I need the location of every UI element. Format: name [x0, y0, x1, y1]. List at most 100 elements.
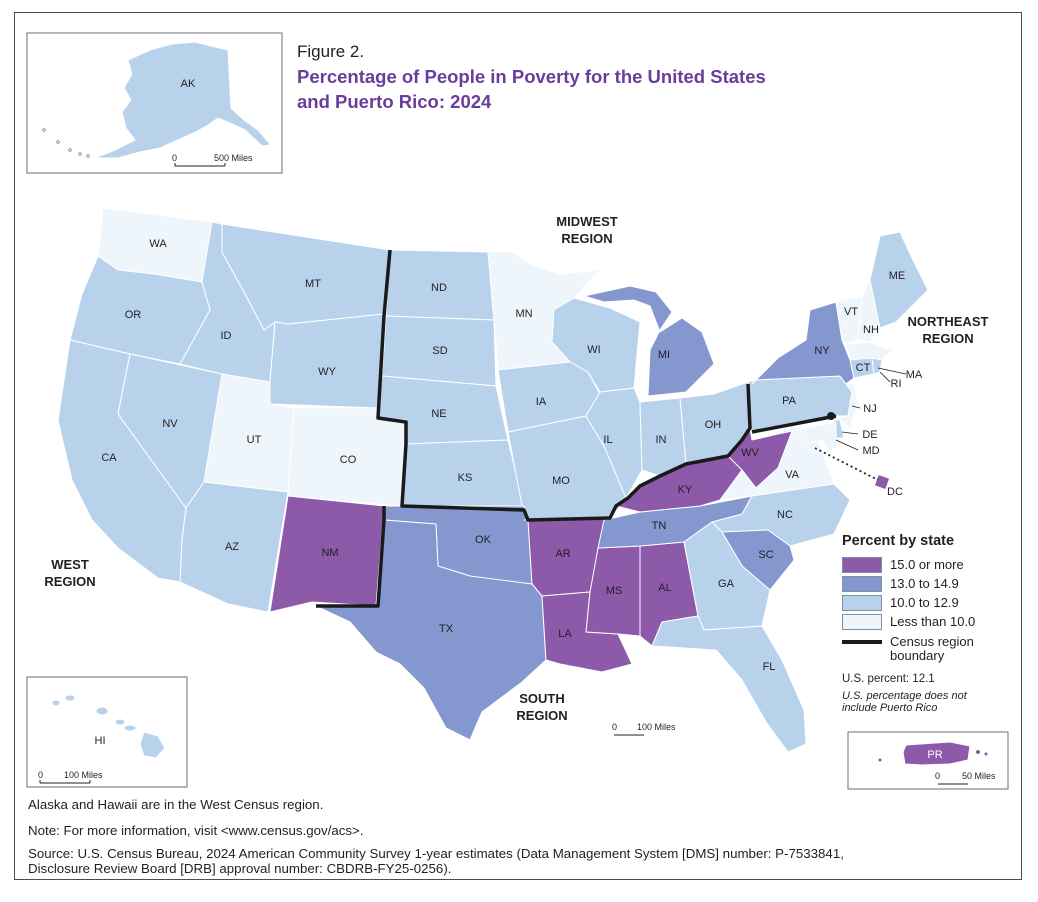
leader-lines: [814, 367, 907, 481]
label-KS: KS: [458, 472, 473, 484]
label-HI: HI: [95, 735, 106, 747]
legend-item-label: 13.0 to 14.9: [890, 576, 959, 591]
figure-label: Figure 2.: [297, 42, 365, 61]
aleutian-islands: [42, 128, 90, 158]
label-LA: LA: [558, 628, 572, 640]
state-AK: [94, 41, 272, 159]
label-WY: WY: [318, 366, 336, 378]
hawaii-inset: [26, 676, 188, 788]
legend-swatch: [842, 556, 882, 573]
pr-scale-distance: 50 Miles: [962, 771, 996, 781]
pr-scale-bar: 0 50 Miles: [935, 771, 996, 785]
label-WI: WI: [587, 344, 600, 356]
label-OK: OK: [475, 534, 492, 546]
label-KY: KY: [678, 484, 693, 496]
boundary-line-swatch: [842, 640, 882, 644]
label-NC: NC: [777, 509, 793, 521]
state-NJ: [837, 383, 859, 429]
census-region-boundary: [316, 506, 386, 608]
state-DC: [873, 473, 891, 491]
legend-item: Less than 10.0: [842, 612, 1017, 631]
source-footnote-line-1: Source: U.S. Census Bureau, 2024 America…: [28, 846, 844, 861]
label-TN: TN: [652, 520, 667, 532]
state-NH: [857, 279, 881, 343]
label-SD: SD: [432, 345, 447, 357]
legend-boundary-item: Census region boundary: [842, 635, 1017, 663]
label-VA: VA: [785, 469, 800, 481]
label-AL: AL: [658, 582, 671, 594]
state-NM: [269, 495, 385, 613]
alaska-scale-zero: 0: [172, 153, 177, 163]
state-FL: [651, 615, 807, 753]
region-label-south: SOUTH REGION: [516, 691, 568, 723]
label-ND: ND: [431, 282, 447, 294]
label-UT: UT: [247, 434, 262, 446]
label-TX: TX: [439, 623, 454, 635]
legend-item-label: 10.0 to 12.9: [890, 595, 959, 610]
hawaii-islands: [51, 694, 166, 759]
main-scale-bar: 0 100 Miles: [612, 722, 676, 736]
label-NJ: NJ: [863, 403, 876, 415]
label-CT: CT: [856, 362, 871, 374]
label-MI: MI: [658, 349, 670, 361]
label-IN: IN: [656, 434, 667, 446]
label-NM: NM: [321, 547, 338, 559]
label-PR: PR: [927, 749, 942, 761]
legend-item: 13.0 to 14.9: [842, 574, 1017, 593]
state-AZ: [179, 481, 289, 613]
label-NH: NH: [863, 324, 879, 336]
label-AZ: AZ: [225, 541, 239, 553]
label-MN: MN: [515, 308, 532, 320]
hawaii-scale-bar: 0 100 Miles: [38, 770, 103, 784]
region-label-northeast: NORTHEAST REGION: [907, 314, 989, 346]
label-GA: GA: [718, 578, 735, 590]
census-region-boundary: [376, 249, 752, 522]
region-footnote: Alaska and Hawaii are in the West Census…: [28, 797, 324, 812]
label-DC: DC: [887, 486, 903, 498]
label-RI: RI: [891, 378, 902, 390]
legend: Percent by state 15.0 or more 13.0 to 14…: [842, 533, 1017, 714]
legend-title: Percent by state: [842, 533, 955, 549]
label-AR: AR: [555, 548, 570, 560]
label-ID: ID: [221, 330, 232, 342]
label-ME: ME: [889, 270, 906, 282]
hawaii-scale-zero: 0: [38, 770, 43, 780]
us-percent: U.S. percent: 12.1: [842, 673, 935, 685]
state-WY: [269, 313, 385, 409]
label-CO: CO: [340, 454, 357, 466]
alaska-scale-distance: 500 Miles: [214, 153, 253, 163]
region-label-midwest: MIDWEST REGION: [556, 214, 618, 246]
label-NY: NY: [814, 345, 830, 357]
legend-swatch: [842, 594, 882, 611]
label-CA: CA: [101, 452, 117, 464]
label-IL: IL: [603, 434, 612, 446]
label-OR: OR: [125, 309, 142, 321]
main-scale-distance: 100 Miles: [637, 722, 676, 732]
label-AK: AK: [181, 78, 196, 90]
label-PA: PA: [782, 395, 797, 407]
label-MS: MS: [606, 585, 623, 597]
info-footnote: Note: For more information, visit <www.c…: [28, 823, 364, 838]
census-region-boundary: [751, 414, 837, 434]
main-scale-zero: 0: [612, 722, 617, 732]
figure-title: Percentage of People in Poverty for the …: [297, 66, 766, 112]
alaska-scale-bar: 0 500 Miles: [172, 153, 253, 167]
pr-scale-zero: 0: [935, 771, 940, 781]
label-SC: SC: [758, 549, 773, 561]
label-MD: MD: [862, 445, 879, 457]
state-ME: [869, 231, 929, 329]
state-MI: [583, 285, 715, 397]
state-MD: [777, 421, 845, 453]
label-OH: OH: [705, 419, 722, 431]
state-IL: [585, 387, 643, 499]
boundary-node-icon: [827, 412, 835, 420]
label-MO: MO: [552, 475, 570, 487]
label-IA: IA: [536, 396, 547, 408]
label-WA: WA: [149, 238, 167, 250]
label-WV: WV: [741, 447, 759, 459]
state-NY: [751, 301, 855, 385]
region-label-west: WEST REGION: [44, 557, 96, 589]
label-DE: DE: [862, 429, 877, 441]
label-MA: MA: [906, 369, 923, 381]
